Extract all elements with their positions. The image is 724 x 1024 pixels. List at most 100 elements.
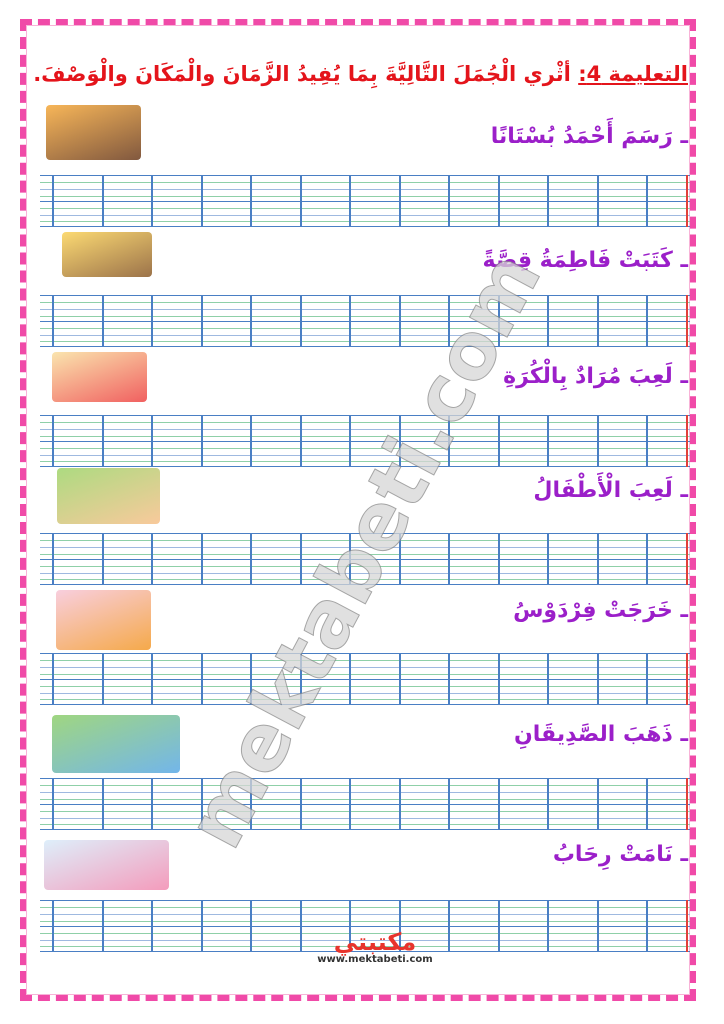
grid-column-line: [547, 415, 549, 467]
grid-line: [40, 778, 690, 779]
grid-column-line: [151, 295, 153, 347]
sentence-6: ـ ذَهَبَ الصَّدِيقَانِ: [514, 722, 688, 747]
writing-grid[interactable]: [40, 295, 690, 347]
grid-line: [40, 667, 690, 668]
grid-line: [40, 660, 690, 661]
grid-column-line: [398, 175, 401, 227]
grid-line: [40, 316, 690, 317]
grid-column-line: [646, 175, 648, 227]
grid-line: [40, 309, 690, 310]
grid-column-line: [497, 295, 500, 347]
grid-column-line: [547, 175, 549, 227]
margin-line: [686, 778, 688, 830]
grid-column-line: [547, 778, 549, 830]
grid-column-line: [448, 653, 450, 705]
grid-line: [40, 679, 690, 680]
grid-column-line: [299, 900, 302, 952]
grid-line: [40, 182, 690, 183]
grid-column-line: [547, 653, 549, 705]
sentence-2: ـ كَتَبَتْ فَاطِمَةُ قِصَّةً: [482, 248, 688, 273]
grid-line: [40, 940, 690, 941]
grid-line: [40, 429, 690, 430]
picture-girl-sleeping: [44, 840, 169, 890]
picture-girl-walking: [56, 590, 151, 650]
writing-grid[interactable]: [40, 900, 690, 952]
grid-line: [40, 448, 690, 449]
grid-column-line: [151, 778, 153, 830]
picture-two-friends-in-park: [52, 715, 180, 773]
footer-logo: مكتبتي www.mektabeti.com: [300, 928, 450, 973]
grid-column-line: [200, 415, 203, 467]
grid-column-line: [250, 778, 252, 830]
grid-line: [40, 785, 690, 786]
grid-column-line: [200, 900, 203, 952]
grid-column-line: [547, 900, 549, 952]
grid-column-line: [398, 778, 401, 830]
grid-column-line: [250, 653, 252, 705]
grid-line: [40, 579, 690, 580]
writing-grid[interactable]: [40, 653, 690, 705]
grid-line: [40, 811, 690, 812]
grid-line: [40, 346, 690, 347]
grid-line: [40, 455, 690, 456]
writing-grid[interactable]: [40, 533, 690, 585]
grid-column-line: [596, 415, 599, 467]
grid-column-line: [349, 900, 351, 952]
grid-column-line: [101, 415, 104, 467]
grid-column-line: [448, 175, 450, 227]
grid-line: [40, 559, 690, 560]
grid-column-line: [349, 175, 351, 227]
grid-column-line: [448, 533, 450, 585]
grid-line: [40, 422, 690, 423]
grid-line: [40, 933, 690, 934]
margin-line: [686, 295, 688, 347]
grid-column-line: [646, 653, 648, 705]
grid-column-line: [497, 533, 500, 585]
grid-column-line: [250, 533, 252, 585]
grid-column-line: [250, 175, 252, 227]
instruction-text: أثْري الْجُمَلَ التَّالِيَّةَ بِمَا يُفِ…: [33, 62, 579, 86]
grid-column-line: [200, 778, 203, 830]
grid-line: [40, 189, 690, 190]
grid-column-line: [398, 415, 401, 467]
page-border-inner: [26, 25, 690, 995]
grid-line: [40, 926, 690, 927]
grid-column-line: [646, 778, 648, 830]
grid-line: [40, 951, 690, 952]
writing-grid[interactable]: [40, 778, 690, 830]
grid-column-line: [52, 175, 54, 227]
footer-url: www.mektabeti.com: [317, 954, 433, 965]
grid-line: [40, 436, 690, 437]
grid-column-line: [497, 653, 500, 705]
sentence-1: ـ رَسَمَ أَحْمَدُ بُسْتَانًا: [490, 124, 688, 149]
grid-column-line: [299, 778, 302, 830]
grid-column-line: [250, 415, 252, 467]
grid-column-line: [151, 533, 153, 585]
grid-line: [40, 799, 690, 800]
grid-column-line: [547, 295, 549, 347]
grid-line: [40, 674, 690, 675]
grid-column-line: [101, 900, 104, 952]
grid-column-line: [646, 415, 648, 467]
grid-column-line: [398, 295, 401, 347]
grid-line: [40, 547, 690, 548]
writing-grid[interactable]: [40, 175, 690, 227]
grid-column-line: [299, 295, 302, 347]
margin-line: [686, 533, 688, 585]
grid-column-line: [596, 900, 599, 952]
sentence-7: ـ نَامَتْ رِحَابُ: [552, 842, 688, 867]
grid-line: [40, 295, 690, 296]
grid-column-line: [101, 533, 104, 585]
grid-line: [40, 584, 690, 585]
writing-grid[interactable]: [40, 415, 690, 467]
grid-column-line: [349, 415, 351, 467]
grid-line: [40, 328, 690, 329]
picture-children-playing: [57, 468, 160, 524]
grid-line: [40, 704, 690, 705]
grid-line: [40, 566, 690, 567]
grid-column-line: [596, 295, 599, 347]
grid-column-line: [52, 778, 54, 830]
grid-column-line: [547, 533, 549, 585]
grid-line: [40, 196, 690, 197]
grid-column-line: [596, 175, 599, 227]
